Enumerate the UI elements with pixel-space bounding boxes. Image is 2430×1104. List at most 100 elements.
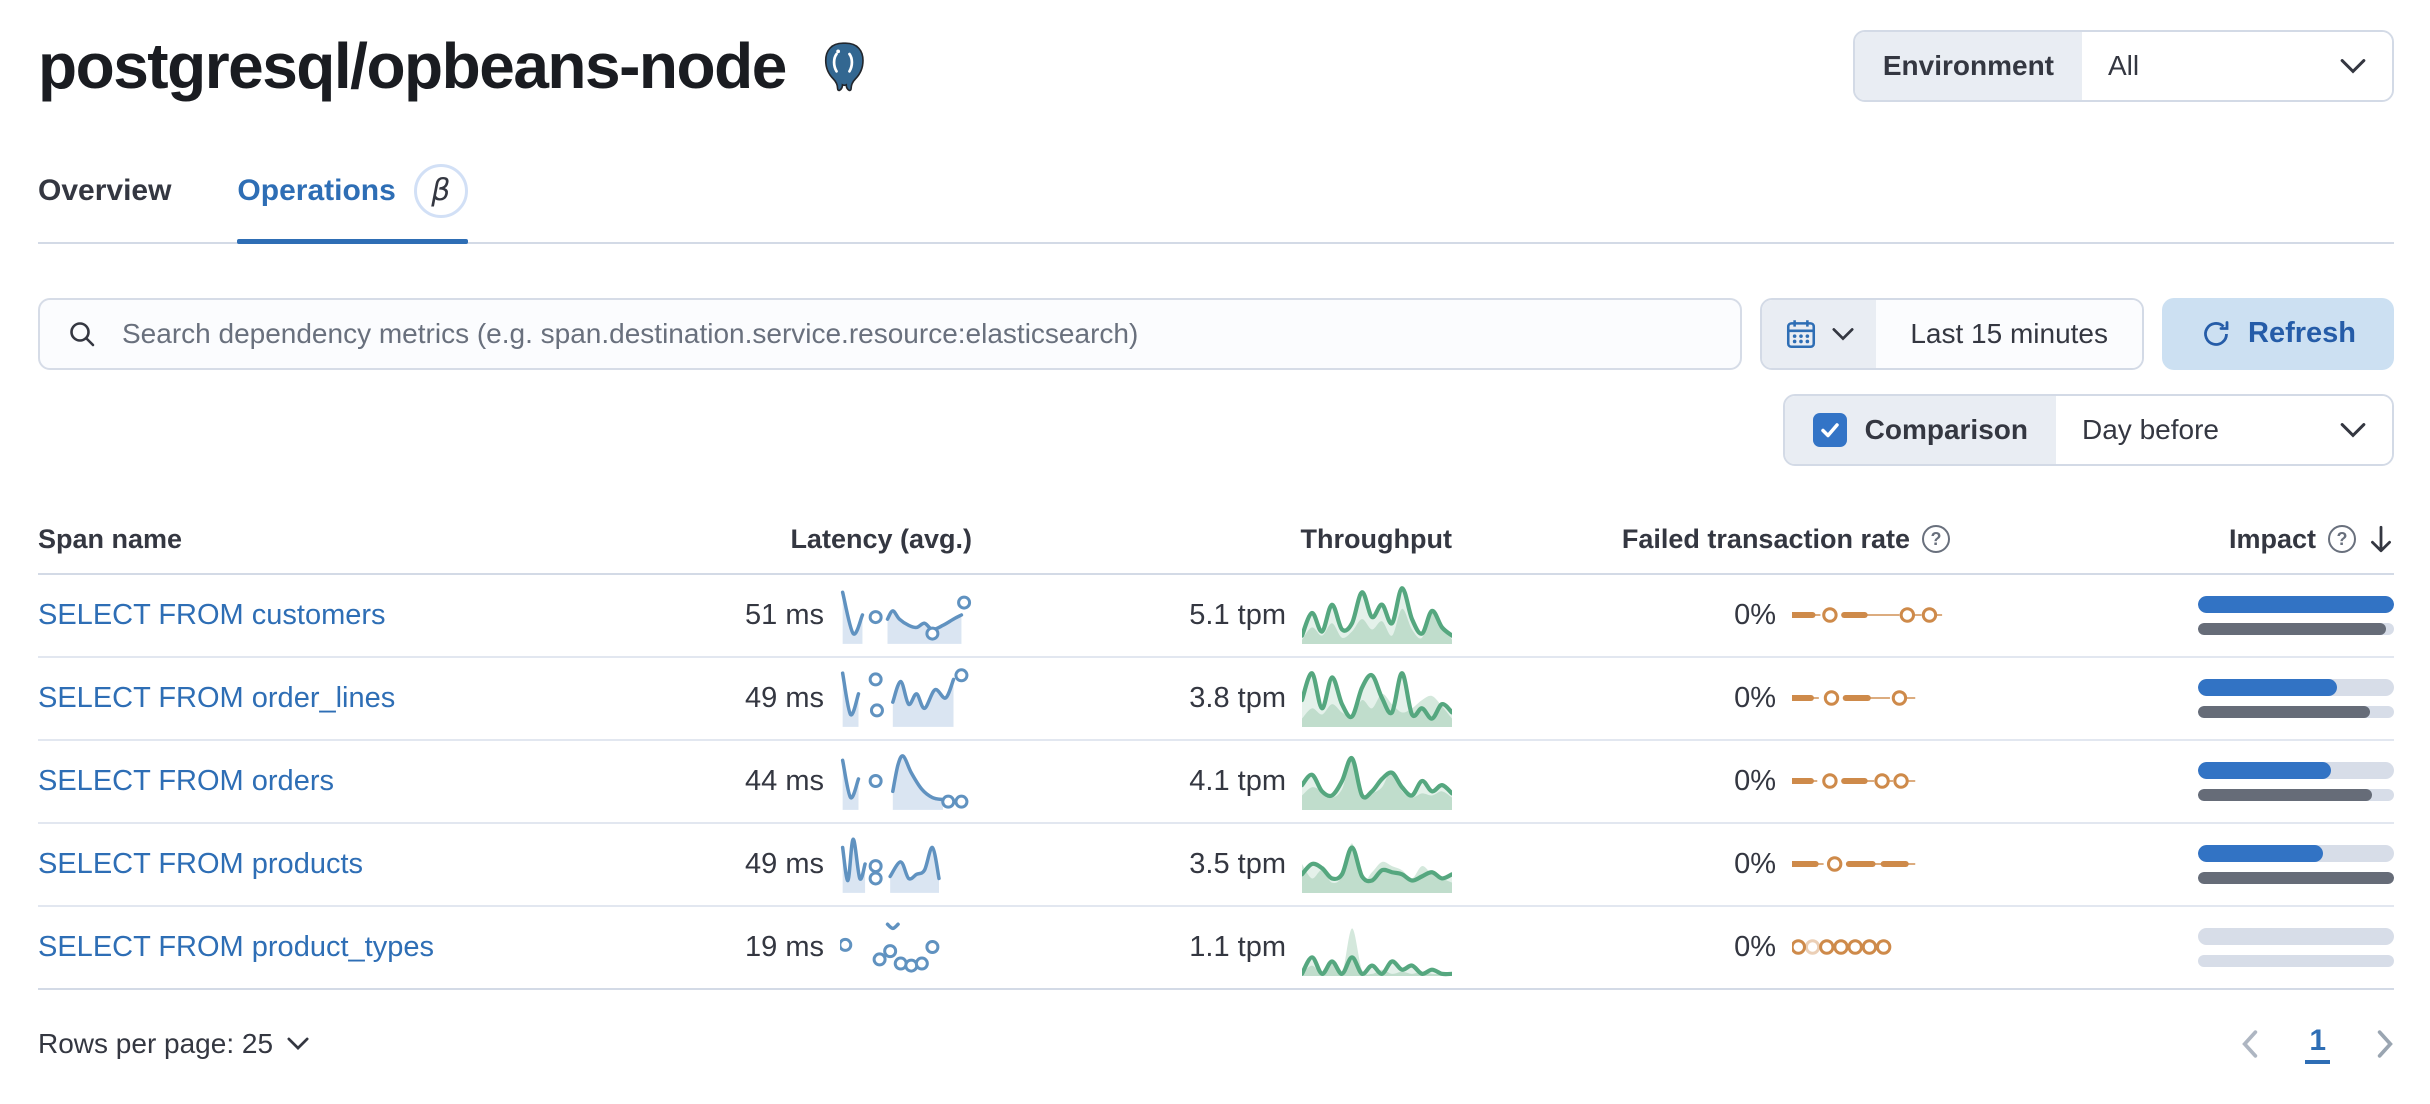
tab-operations[interactable]: Operations β (237, 163, 469, 244)
date-picker: Last 15 minutes (1760, 297, 2144, 370)
page-title: postgresql/opbeans-node (38, 30, 787, 102)
table-header-row: Span name Latency (avg.) Throughput Fail… (38, 514, 2394, 575)
toolbar: Last 15 minutes Refresh (38, 297, 2394, 370)
refresh-button[interactable]: Refresh (2162, 297, 2394, 370)
chevron-down-icon (1832, 327, 1854, 341)
span-name-link[interactable]: SELECT FROM product_types (38, 930, 434, 963)
chevron-down-icon (2340, 58, 2366, 74)
refresh-label: Refresh (2248, 317, 2356, 350)
previous-page-icon[interactable] (2241, 1029, 2259, 1058)
search-box (38, 297, 1743, 370)
throughput-sparkline (1302, 928, 1452, 977)
latency-value: 49 ms (745, 847, 824, 880)
failed-rate-value: 0% (1734, 598, 1776, 631)
environment-select[interactable]: Environment All (1852, 30, 2394, 102)
table-body: SELECT FROM customers 51 ms 5.1 tpm 0% S… (38, 575, 2394, 990)
span-name-link[interactable]: SELECT FROM customers (38, 598, 386, 631)
impact-bar-current (2198, 678, 2338, 696)
impact-cell (2198, 927, 2394, 967)
comparison-label: Comparison (1864, 413, 2028, 445)
failed-rate-sparkline (1792, 607, 1943, 623)
failed-rate-sparkline (1792, 773, 1916, 789)
span-name-link[interactable]: SELECT FROM order_lines (38, 681, 396, 714)
rows-per-page-button[interactable]: Rows per page: 25 (38, 1028, 309, 1060)
comparison-control: Comparison Day before (1782, 393, 2394, 466)
column-header-throughput[interactable]: Throughput (972, 524, 1452, 555)
throughput-value: 1.1 tpm (1189, 930, 1286, 963)
failed-rate-value: 0% (1734, 764, 1776, 797)
impact-bar-previous (2198, 705, 2371, 718)
column-header-impact[interactable]: Impact ? (1950, 524, 2394, 555)
latency-value: 49 ms (745, 681, 824, 714)
time-range-value[interactable]: Last 15 minutes (1876, 299, 2142, 368)
throughput-value: 4.1 tpm (1189, 764, 1286, 797)
span-name-link[interactable]: SELECT FROM orders (38, 764, 334, 797)
help-icon[interactable]: ? (2328, 525, 2356, 554)
latency-sparkline (840, 754, 969, 811)
next-page-icon[interactable] (2376, 1029, 2394, 1058)
tab-overview[interactable]: Overview (38, 164, 171, 242)
latency-sparkline (840, 590, 972, 645)
impact-bar-current (2198, 761, 2332, 779)
operations-table: Span name Latency (avg.) Throughput Fail… (38, 514, 2394, 990)
failed-rate-sparkline (1792, 690, 1916, 706)
failed-rate-value: 0% (1734, 681, 1776, 714)
page-header: postgresql/opbeans-node Environment All (38, 0, 2394, 104)
impact-header-label: Impact (2228, 523, 2316, 554)
throughput-value: 5.1 tpm (1189, 598, 1286, 631)
failed-rate-header-label: Failed transaction rate (1621, 523, 1910, 554)
beta-badge: β (413, 163, 468, 218)
failed-rate-value: 0% (1734, 930, 1776, 963)
failed-rate-value: 0% (1734, 847, 1776, 880)
table-row: SELECT FROM products 49 ms 3.5 tpm 0% (38, 824, 2394, 907)
comparison-checkbox[interactable] (1812, 412, 1847, 447)
impact-cell (2198, 844, 2394, 884)
search-input[interactable] (120, 316, 1715, 351)
pagination: 1 (2241, 1024, 2394, 1064)
latency-value: 44 ms (745, 764, 824, 797)
column-header-latency[interactable]: Latency (avg.) (532, 524, 972, 555)
throughput-sparkline (1302, 671, 1452, 728)
date-quick-select-button[interactable] (1762, 299, 1877, 368)
impact-bar-current (2198, 844, 2324, 862)
chevron-down-icon (2340, 422, 2366, 438)
throughput-header-label: Throughput (1300, 523, 1452, 554)
tab-bar: Overview Operations β (38, 163, 2394, 244)
failed-rate-sparkline (1792, 856, 1916, 872)
impact-cell (2198, 761, 2394, 801)
page-number[interactable]: 1 (2305, 1024, 2330, 1064)
postgresql-logo-icon (816, 40, 870, 94)
span-name-header-label: Span name (38, 523, 183, 554)
help-icon[interactable]: ? (1922, 525, 1950, 554)
table-row: SELECT FROM product_types 19 ms 1.1 tpm … (38, 907, 2394, 990)
span-name-link[interactable]: SELECT FROM products (38, 847, 364, 880)
latency-sparkline (840, 922, 940, 973)
table-row: SELECT FROM customers 51 ms 5.1 tpm 0% (38, 575, 2394, 658)
latency-header-label: Latency (avg.) (790, 523, 972, 554)
rows-per-page-label: Rows per page: 25 (38, 1027, 274, 1059)
column-header-span-name[interactable]: Span name (38, 524, 532, 555)
column-header-failed-rate[interactable]: Failed transaction rate ? (1452, 524, 1950, 555)
comparison-select[interactable]: Day before (2056, 395, 2392, 464)
table-row: SELECT FROM order_lines 49 ms 3.8 tpm 0% (38, 658, 2394, 741)
impact-bar-previous (2198, 788, 2373, 801)
failed-rate-sparkline (1792, 939, 1892, 955)
latency-value: 19 ms (745, 930, 824, 963)
throughput-value: 3.5 tpm (1189, 847, 1286, 880)
table-footer: Rows per page: 25 1 (38, 1024, 2394, 1064)
latency-sparkline (840, 668, 969, 728)
throughput-sparkline (1302, 843, 1452, 894)
environment-value: All (2108, 50, 2140, 81)
impact-bar-previous (2198, 871, 2394, 884)
environment-label: Environment (1854, 32, 2082, 100)
chevron-down-icon (287, 1037, 309, 1051)
impact-bar-current (2198, 595, 2394, 613)
throughput-value: 3.8 tpm (1189, 681, 1286, 714)
throughput-sparkline (1302, 756, 1452, 811)
table-row: SELECT FROM orders 44 ms 4.1 tpm 0% (38, 741, 2394, 824)
impact-bar-previous (2198, 622, 2387, 635)
tab-operations-label: Operations (237, 173, 396, 207)
time-range-label: Last 15 minutes (1910, 317, 2108, 349)
comparison-value: Day before (2082, 413, 2219, 445)
latency-value: 51 ms (745, 598, 824, 631)
